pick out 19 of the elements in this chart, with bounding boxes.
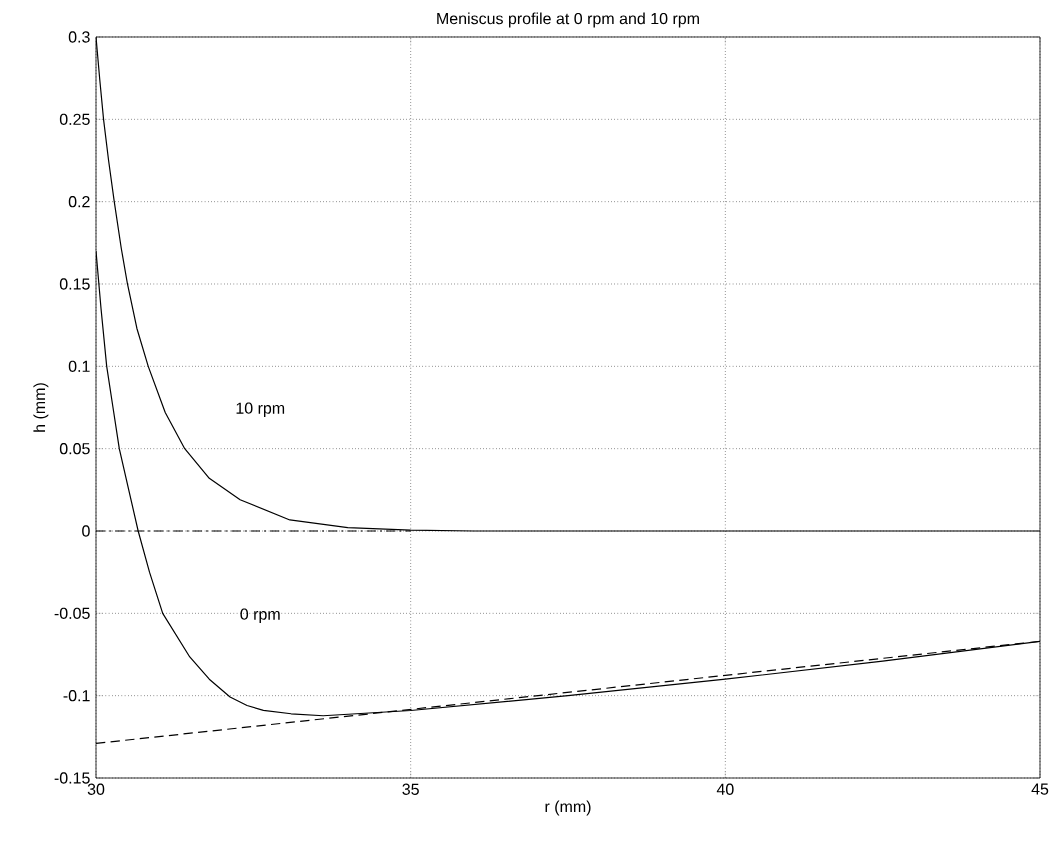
y-tick-label: -0.05 <box>54 607 90 619</box>
y-tick-label: 0.15 <box>59 278 90 290</box>
chart-title: Meniscus profile at 0 rpm and 10 rpm <box>437 12 699 28</box>
x-axis-title: r (mm) <box>545 800 591 816</box>
y-tick-label: 0.3 <box>68 31 90 43</box>
y-tick-label: -0.1 <box>63 690 90 702</box>
y-tick-label: 0.1 <box>68 360 90 372</box>
y-tick-label: 0.05 <box>59 443 90 455</box>
x-tick-label: 40 <box>716 783 734 795</box>
y-tick-label: -0.15 <box>54 772 90 784</box>
annotation: 10 rpm <box>236 402 285 417</box>
annotation: 0 rpm <box>240 608 280 623</box>
y-axis-title: h (mm) <box>33 383 49 432</box>
x-tick-label: 45 <box>1031 783 1049 795</box>
y-tick-label: 0.25 <box>59 113 90 125</box>
y-tick-label: 0.2 <box>68 196 90 208</box>
x-tick-label: 30 <box>87 783 105 795</box>
x-tick-label: 35 <box>402 783 419 795</box>
y-tick-label: 0 <box>82 525 90 537</box>
